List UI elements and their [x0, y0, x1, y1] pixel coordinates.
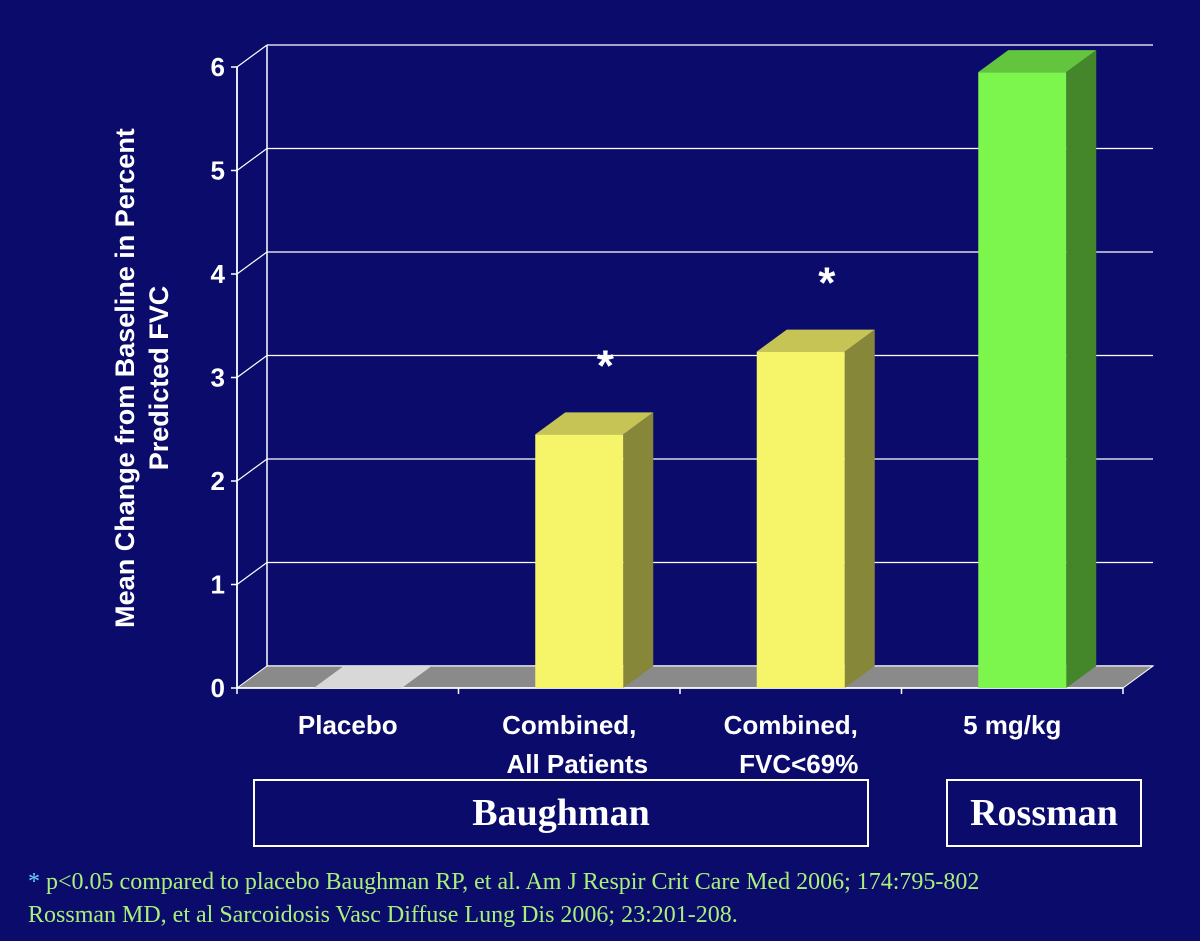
- group-box-rossman: Rossman: [946, 779, 1142, 847]
- gridline-side: [236, 148, 268, 171]
- x-category-label: Placebo: [298, 710, 398, 740]
- x-category-label-line-2: All Patients: [506, 749, 648, 779]
- bar-top-2: [756, 329, 875, 352]
- x-category-label: Combined,: [502, 710, 636, 740]
- y-axis-label-line-2: Predicted FVC: [144, 285, 174, 471]
- bar-side-1: [623, 412, 654, 688]
- y-tick-label: 4: [211, 259, 226, 289]
- footnote: * p<0.05 compared to placebo Baughman RP…: [28, 866, 979, 932]
- bar-top-1: [535, 412, 654, 435]
- group-label-rossman: Rossman: [970, 792, 1118, 834]
- y-tick-label: 3: [211, 363, 225, 393]
- gridline-side: [236, 562, 268, 585]
- footnote-line-2: Rossman MD, et al Sarcoidosis Vasc Diffu…: [28, 902, 738, 928]
- bar-3: [978, 72, 1067, 689]
- footnote-star: *: [28, 869, 40, 895]
- y-tick-label: 5: [211, 156, 225, 186]
- bar-2: [756, 351, 845, 688]
- x-category-label-line-2: FVC<69%: [739, 749, 858, 779]
- bar-side-3: [1066, 50, 1097, 689]
- footnote-line-1: * p<0.05 compared to placebo Baughman RP…: [28, 866, 979, 899]
- x-category-label: Combined,: [724, 710, 858, 740]
- bar-top-3: [978, 50, 1097, 73]
- x-category-label: 5 mg/kg: [963, 710, 1061, 740]
- group-label-baughman: Baughman: [472, 792, 650, 834]
- y-tick-label: 2: [211, 466, 225, 496]
- y-tick-label: 1: [211, 570, 225, 600]
- gridline-side: [236, 251, 268, 275]
- bar-0: [313, 666, 432, 688]
- gridline-side: [236, 44, 268, 68]
- y-tick-label: 6: [211, 52, 225, 82]
- group-box-baughman: Baughman: [253, 779, 869, 847]
- bar-1: [535, 434, 624, 688]
- gridline-side: [236, 458, 268, 482]
- significance-mark: *: [818, 259, 836, 308]
- significance-mark: *: [597, 341, 615, 390]
- y-tick-label: 0: [211, 673, 225, 703]
- y-axis-label-line-1: Mean Change from Baseline in Percent: [110, 128, 140, 628]
- bar-side-2: [844, 329, 875, 688]
- y-axis-label: Mean Change from Baseline in Percent Pre…: [108, 78, 176, 678]
- gridline-side: [236, 355, 268, 378]
- footnote-text-1: p<0.05 compared to placebo Baughman RP, …: [40, 869, 980, 895]
